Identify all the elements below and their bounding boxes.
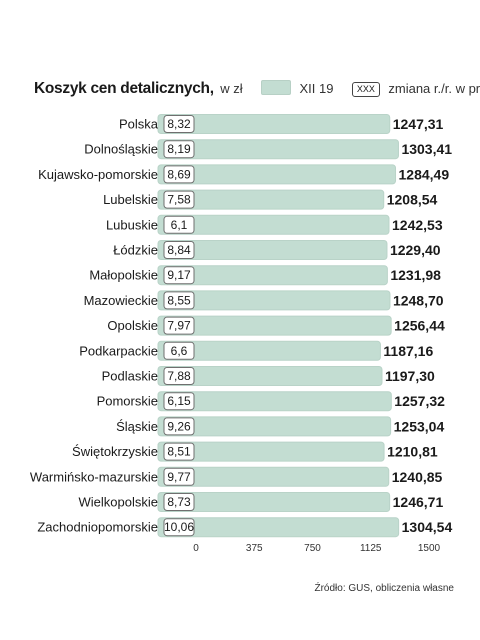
change-label: 6,15 [167, 394, 191, 408]
value-label: 1210,81 [387, 444, 438, 460]
category-label: Warmińsko-mazurskie [30, 469, 158, 484]
change-label: 8,84 [167, 243, 191, 257]
change-label: 8,73 [167, 495, 191, 509]
bar [157, 517, 400, 538]
category-label: Pomorskie [97, 394, 158, 409]
value-label: 1304,54 [402, 519, 453, 535]
change-label: 8,69 [167, 167, 191, 181]
change-label: 8,55 [167, 293, 191, 307]
category-label: Opolskie [107, 318, 158, 333]
bar [157, 240, 388, 260]
change-box [163, 190, 195, 209]
value-label: 1253,04 [394, 418, 445, 434]
x-tick-label: 0 [193, 543, 199, 554]
legend-box-sample: XXX [351, 82, 380, 97]
change-label: 7,88 [167, 369, 191, 383]
bar [157, 416, 392, 437]
change-box [163, 266, 195, 285]
value-label: 1197,30 [385, 368, 435, 384]
change-box [163, 467, 195, 486]
bar [157, 114, 391, 134]
change-label: 9,77 [167, 470, 191, 484]
value-label: 1246,71 [393, 494, 444, 510]
change-box [163, 241, 195, 259]
category-label: Podkarpackie [79, 343, 158, 358]
category-label: Świętokrzyskie [72, 444, 158, 459]
legend-series-label: XII 19 [299, 81, 334, 96]
change-box [163, 367, 195, 385]
value-label: 1187,16 [383, 343, 433, 359]
bar [157, 315, 392, 336]
category-label: Wielkopolskie [79, 495, 158, 510]
x-tick-label: 1500 [418, 543, 441, 554]
change-label: 8,32 [167, 117, 191, 131]
bar [157, 492, 391, 512]
value-label: 1242,53 [392, 217, 443, 233]
change-label: 8,19 [167, 142, 191, 156]
x-tick-label: 750 [304, 543, 321, 554]
value-label: 1229,40 [390, 242, 441, 258]
category-label: Łódzkie [113, 243, 158, 258]
x-tick-label: 375 [246, 543, 263, 554]
legend-swatch [261, 80, 292, 95]
chart-title: Koszyk cen detalicznych, [34, 80, 214, 97]
bar [157, 391, 392, 412]
value-label: 1231,98 [390, 267, 441, 283]
bar [157, 164, 397, 185]
value-label: 1257,32 [394, 393, 445, 409]
bar [157, 189, 385, 210]
change-label: 10,06 [164, 520, 194, 534]
value-label: 1247,31 [393, 116, 444, 132]
change-box [163, 518, 195, 537]
value-label: 1256,44 [394, 318, 445, 334]
category-label: Mazowieckie [84, 293, 158, 308]
bar [157, 290, 391, 311]
change-box [163, 392, 195, 411]
bar [157, 340, 381, 361]
category-label: Małopolskie [89, 268, 158, 283]
change-label: 6,1 [171, 218, 188, 232]
change-label: 8,51 [167, 445, 191, 459]
value-label: 1208,54 [387, 192, 438, 208]
category-label: Lubuskie [106, 217, 158, 232]
change-box [163, 316, 195, 335]
change-box [163, 215, 195, 234]
change-label: 7,97 [167, 319, 191, 333]
category-label: Śląskie [116, 419, 158, 434]
change-label: 9,17 [167, 268, 191, 282]
bar [157, 466, 390, 487]
value-label: 1284,49 [399, 166, 450, 182]
bar [157, 139, 399, 160]
value-label: 1248,70 [393, 292, 444, 308]
change-box [163, 493, 195, 511]
chart-header: Koszyk cen detalicznych, w zł XII 19 XXX… [34, 80, 480, 102]
change-label: 7,58 [167, 193, 191, 207]
change-box [163, 140, 195, 159]
value-label: 1303,41 [401, 141, 452, 157]
change-label: 9,26 [167, 419, 191, 433]
category-label: Zachodniopomorskie [37, 520, 158, 535]
change-box [163, 442, 195, 461]
legend-box-label: zmiana r./r. w proc. [388, 81, 480, 96]
change-box [163, 417, 195, 436]
value-label: 1240,85 [392, 469, 443, 485]
change-box [163, 115, 195, 133]
x-tick-label: 1125 [360, 543, 382, 554]
bar-chart: Polska 8,32 1247,31 Dolnośląskie 8,19 1303,41… [30, 114, 453, 554]
change-box [163, 341, 195, 360]
bar [157, 214, 390, 235]
category-label: Dolnośląskie [84, 142, 158, 157]
category-label: Polska [119, 117, 159, 132]
bar [157, 366, 383, 386]
bar [157, 265, 388, 286]
chart-unit: w zł [220, 81, 243, 96]
source-note: Źródło: GUS, obliczenia własne [314, 583, 454, 594]
category-label: Podlaskie [102, 369, 158, 384]
change-box [163, 165, 195, 184]
change-label: 6,6 [171, 344, 188, 358]
change-box [163, 291, 195, 310]
category-label: Kujawsko-pomorskie [38, 167, 158, 182]
category-label: Lubelskie [103, 192, 158, 207]
bar [157, 441, 385, 462]
